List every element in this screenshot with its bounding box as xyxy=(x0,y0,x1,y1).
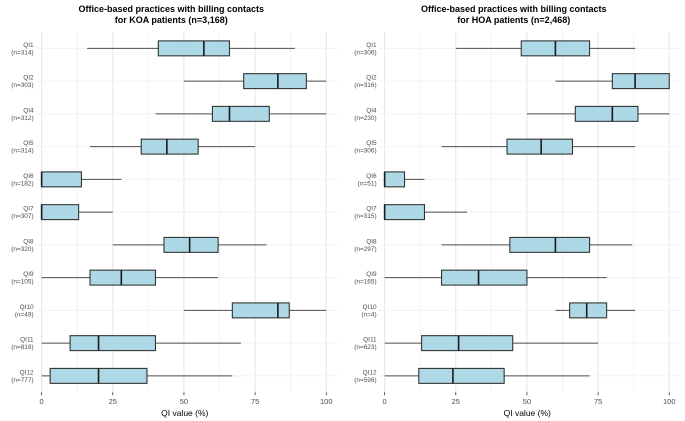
koa-panel-title: Office-based practices with billing cont… xyxy=(0,0,343,30)
iqr-box xyxy=(417,367,505,384)
panel-koa: Office-based practices with billing cont… xyxy=(0,0,343,419)
boxplot-row-qi8 xyxy=(441,236,632,253)
x-tick-label: 75 xyxy=(593,397,601,406)
category-label: QI8 (n=320) xyxy=(11,238,34,252)
boxplot-row-qi10 xyxy=(554,302,635,319)
category-label: QI8 (n=297) xyxy=(354,238,377,252)
hoa-title-line1: Office-based practices with billing cont… xyxy=(420,4,607,14)
iqr-box xyxy=(568,302,607,319)
category-label: QI12 (n=596) xyxy=(354,369,377,383)
hoa-x-axis-title: QI value (%) xyxy=(503,408,551,419)
boxplot-row-qi1 xyxy=(87,40,295,57)
category-label: QI5 (n=314) xyxy=(11,140,34,154)
x-tick-label: 0 xyxy=(40,397,44,406)
iqr-box xyxy=(420,334,513,352)
iqr-box xyxy=(231,302,290,319)
x-tick-label: 0 xyxy=(382,397,386,406)
category-label: QI2 (n=316) xyxy=(354,75,377,89)
category-label: QI9 (n=165) xyxy=(354,271,377,285)
category-label: QI6 (n=182) xyxy=(11,173,34,187)
x-tick-label: 100 xyxy=(663,397,675,406)
iqr-box xyxy=(140,138,199,155)
iqr-box xyxy=(508,236,590,253)
category-label: QI7 (n=315) xyxy=(354,206,377,220)
category-label: QI12 (n=777) xyxy=(11,369,34,383)
iqr-box xyxy=(574,105,638,122)
x-tick-label: 75 xyxy=(251,397,259,406)
iqr-box xyxy=(41,171,83,188)
iqr-box xyxy=(243,72,307,90)
boxplot-row-qi2 xyxy=(554,72,670,90)
koa-boxplot-chart: QI1 (n=314) QI2 (n=303) QI4 (n=312) QI5 (n=314)… xyxy=(11,31,339,406)
category-label: QI6 (n=51) xyxy=(357,173,376,187)
boxplot-row-qi12 xyxy=(384,367,590,384)
boxplot-row-qi7 xyxy=(40,203,113,221)
iqr-box xyxy=(69,334,157,352)
boxplot-row-qi4 xyxy=(526,105,669,122)
category-label: QI4 (n=312) xyxy=(11,107,34,121)
hoa-panel-title: Office-based practices with billing cont… xyxy=(343,0,685,30)
category-label: QI11 (n=623) xyxy=(354,337,377,351)
iqr-box xyxy=(383,203,425,221)
iqr-box xyxy=(440,269,527,286)
category-label: QI10 (n=4) xyxy=(361,304,377,318)
iqr-box xyxy=(89,269,157,286)
boxplot-row-qi1 xyxy=(455,40,635,57)
category-label: QI10 (n=49) xyxy=(15,304,34,318)
iqr-box xyxy=(157,40,231,57)
category-label: QI1 (n=314) xyxy=(11,42,34,56)
boxplot-row-qi2 xyxy=(183,72,327,90)
x-tick-label: 50 xyxy=(180,397,188,406)
koa-title-line1: Office-based practices with billing cont… xyxy=(78,4,265,14)
boxplot-row-qi9 xyxy=(384,269,607,286)
iqr-box xyxy=(611,72,670,90)
iqr-box xyxy=(211,105,270,122)
boxplot-row-qi9 xyxy=(41,269,219,286)
iqr-box xyxy=(163,236,219,253)
boxplot-row-qi8 xyxy=(112,236,267,253)
boxplot-row-qi6 xyxy=(40,171,122,188)
boxplot-row-qi10 xyxy=(183,302,327,319)
hoa-boxplot-chart: QI1 (n=306) QI2 (n=316) QI4 (n=230) QI5 (n=306)… xyxy=(354,31,681,406)
category-label: QI9 (n=105) xyxy=(11,271,34,285)
category-label: QI2 (n=303) xyxy=(11,75,34,89)
hoa-title-line2: for HOA patients (n=2,468) xyxy=(457,15,571,25)
boxplot-row-qi4 xyxy=(155,105,327,122)
iqr-box xyxy=(505,138,573,155)
koa-x-axis-title: QI value (%) xyxy=(161,408,209,419)
x-tick-label: 25 xyxy=(451,397,459,406)
boxplot-row-qi5 xyxy=(441,138,635,155)
category-label: QI7 (n=307) xyxy=(11,206,34,220)
category-label: QI4 (n=230) xyxy=(354,107,377,121)
iqr-box xyxy=(41,203,80,221)
boxplot-row-qi11 xyxy=(384,334,598,352)
boxplot-row-qi6 xyxy=(383,171,424,188)
category-label: QI1 (n=306) xyxy=(354,42,377,56)
x-tick-label: 25 xyxy=(109,397,117,406)
panel-hoa: Office-based practices with billing cont… xyxy=(343,0,685,421)
category-label: QI5 (n=306) xyxy=(354,140,377,154)
boxplot-row-qi7 xyxy=(383,203,467,221)
x-tick-label: 50 xyxy=(522,397,530,406)
category-label: QI11 (n=818) xyxy=(11,337,34,351)
boxplot-row-qi5 xyxy=(90,138,256,155)
boxplot-row-qi12 xyxy=(41,367,233,384)
koa-title-line2: for KOA patients (n=3,168) xyxy=(114,15,228,25)
x-tick-label: 100 xyxy=(320,397,332,406)
iqr-box xyxy=(383,171,405,188)
boxplot-row-qi11 xyxy=(41,334,241,352)
